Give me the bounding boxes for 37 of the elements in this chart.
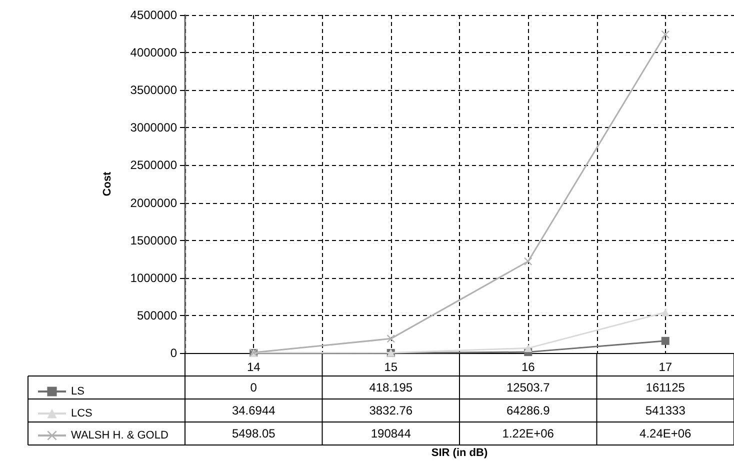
data-label: 5498.05	[232, 426, 276, 440]
y-tick-label: 1500000	[130, 233, 178, 248]
x-tick-label: 17	[658, 360, 672, 374]
data-label: 0	[250, 380, 258, 394]
data-label: 64286.9	[506, 404, 550, 418]
y-tick-label: 3500000	[130, 83, 178, 98]
data-label: 12503.7	[506, 380, 550, 394]
y-tick-label: 2500000	[130, 158, 178, 172]
data-label: 4.24E+06	[640, 426, 692, 440]
y-tick-label: 0	[170, 346, 178, 360]
y-tick-label: 3000000	[130, 120, 178, 135]
data-label: 541333	[645, 404, 686, 418]
x-tick-label: 14	[246, 360, 261, 374]
data-label: 161125	[646, 380, 686, 394]
legend-label: LCS	[71, 408, 92, 420]
point	[386, 334, 395, 343]
data-label: 190844	[370, 426, 412, 440]
y-tick-label: 500000	[136, 308, 178, 322]
y-tick-label: 1000000	[130, 270, 178, 285]
y-axis-title: Cost	[102, 171, 114, 196]
x-tick-label: 15	[384, 360, 398, 374]
data-label: 418.195	[369, 380, 413, 394]
x-tick-label: 16	[521, 360, 536, 374]
y-tick-label: 4500000	[130, 8, 178, 22]
data-label: 34.6944	[232, 404, 276, 418]
point	[661, 336, 670, 345]
legend-label: WALSH H. & GOLD	[71, 430, 168, 442]
text: SIR (in dB)	[431, 447, 488, 459]
point	[524, 257, 532, 266]
point	[524, 344, 532, 352]
y-tick-label: 4000000	[130, 46, 178, 60]
legend-label: LS	[71, 386, 84, 398]
data-label: 3832.76	[369, 404, 413, 418]
y-tick-label: 2000000	[130, 196, 178, 210]
point	[661, 308, 670, 316]
point	[661, 30, 670, 39]
data-label: 1.22E+06	[502, 426, 554, 440]
